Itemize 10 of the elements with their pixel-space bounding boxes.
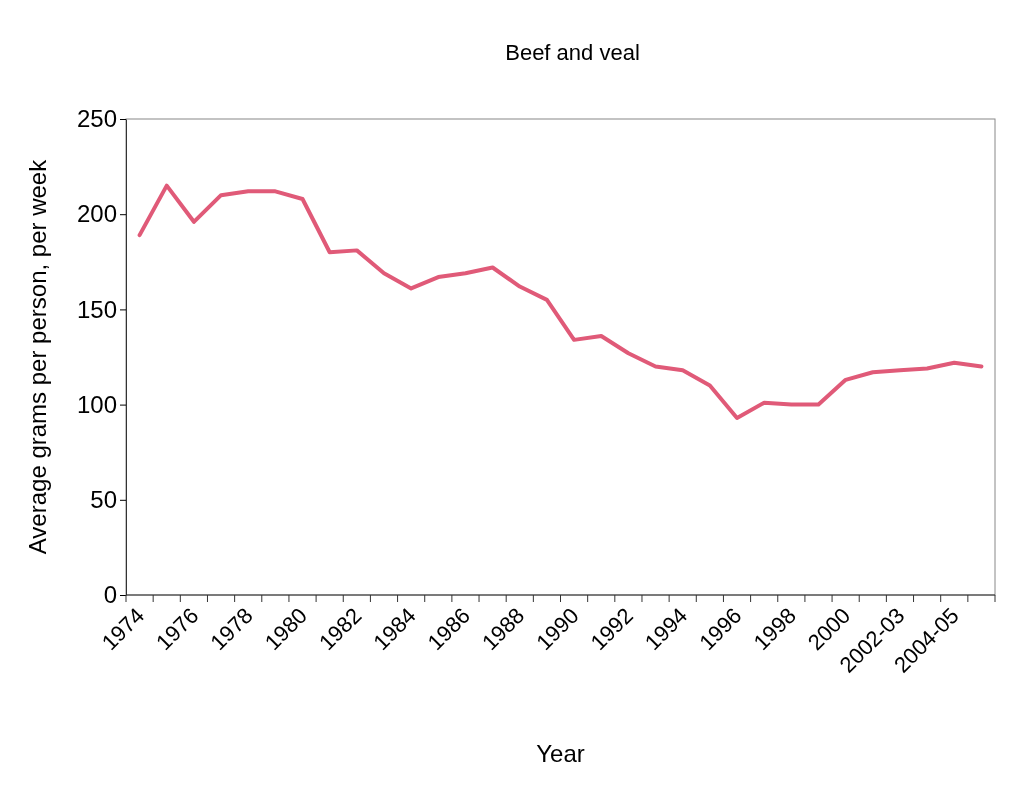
- y-tick-label: 200: [76, 200, 117, 228]
- y-tick-label: 250: [76, 105, 117, 133]
- chart-title: Beef and veal: [505, 40, 640, 65]
- y-tick-label: 100: [76, 390, 117, 418]
- x-axis-title: Year: [536, 740, 585, 767]
- y-tick-label: 50: [90, 485, 117, 513]
- line-series: [137, 183, 984, 420]
- y-axis-title: Average grams per person, per week: [24, 158, 51, 555]
- y-tick-label: 150: [76, 295, 117, 323]
- y-tick-label: 0: [103, 581, 117, 609]
